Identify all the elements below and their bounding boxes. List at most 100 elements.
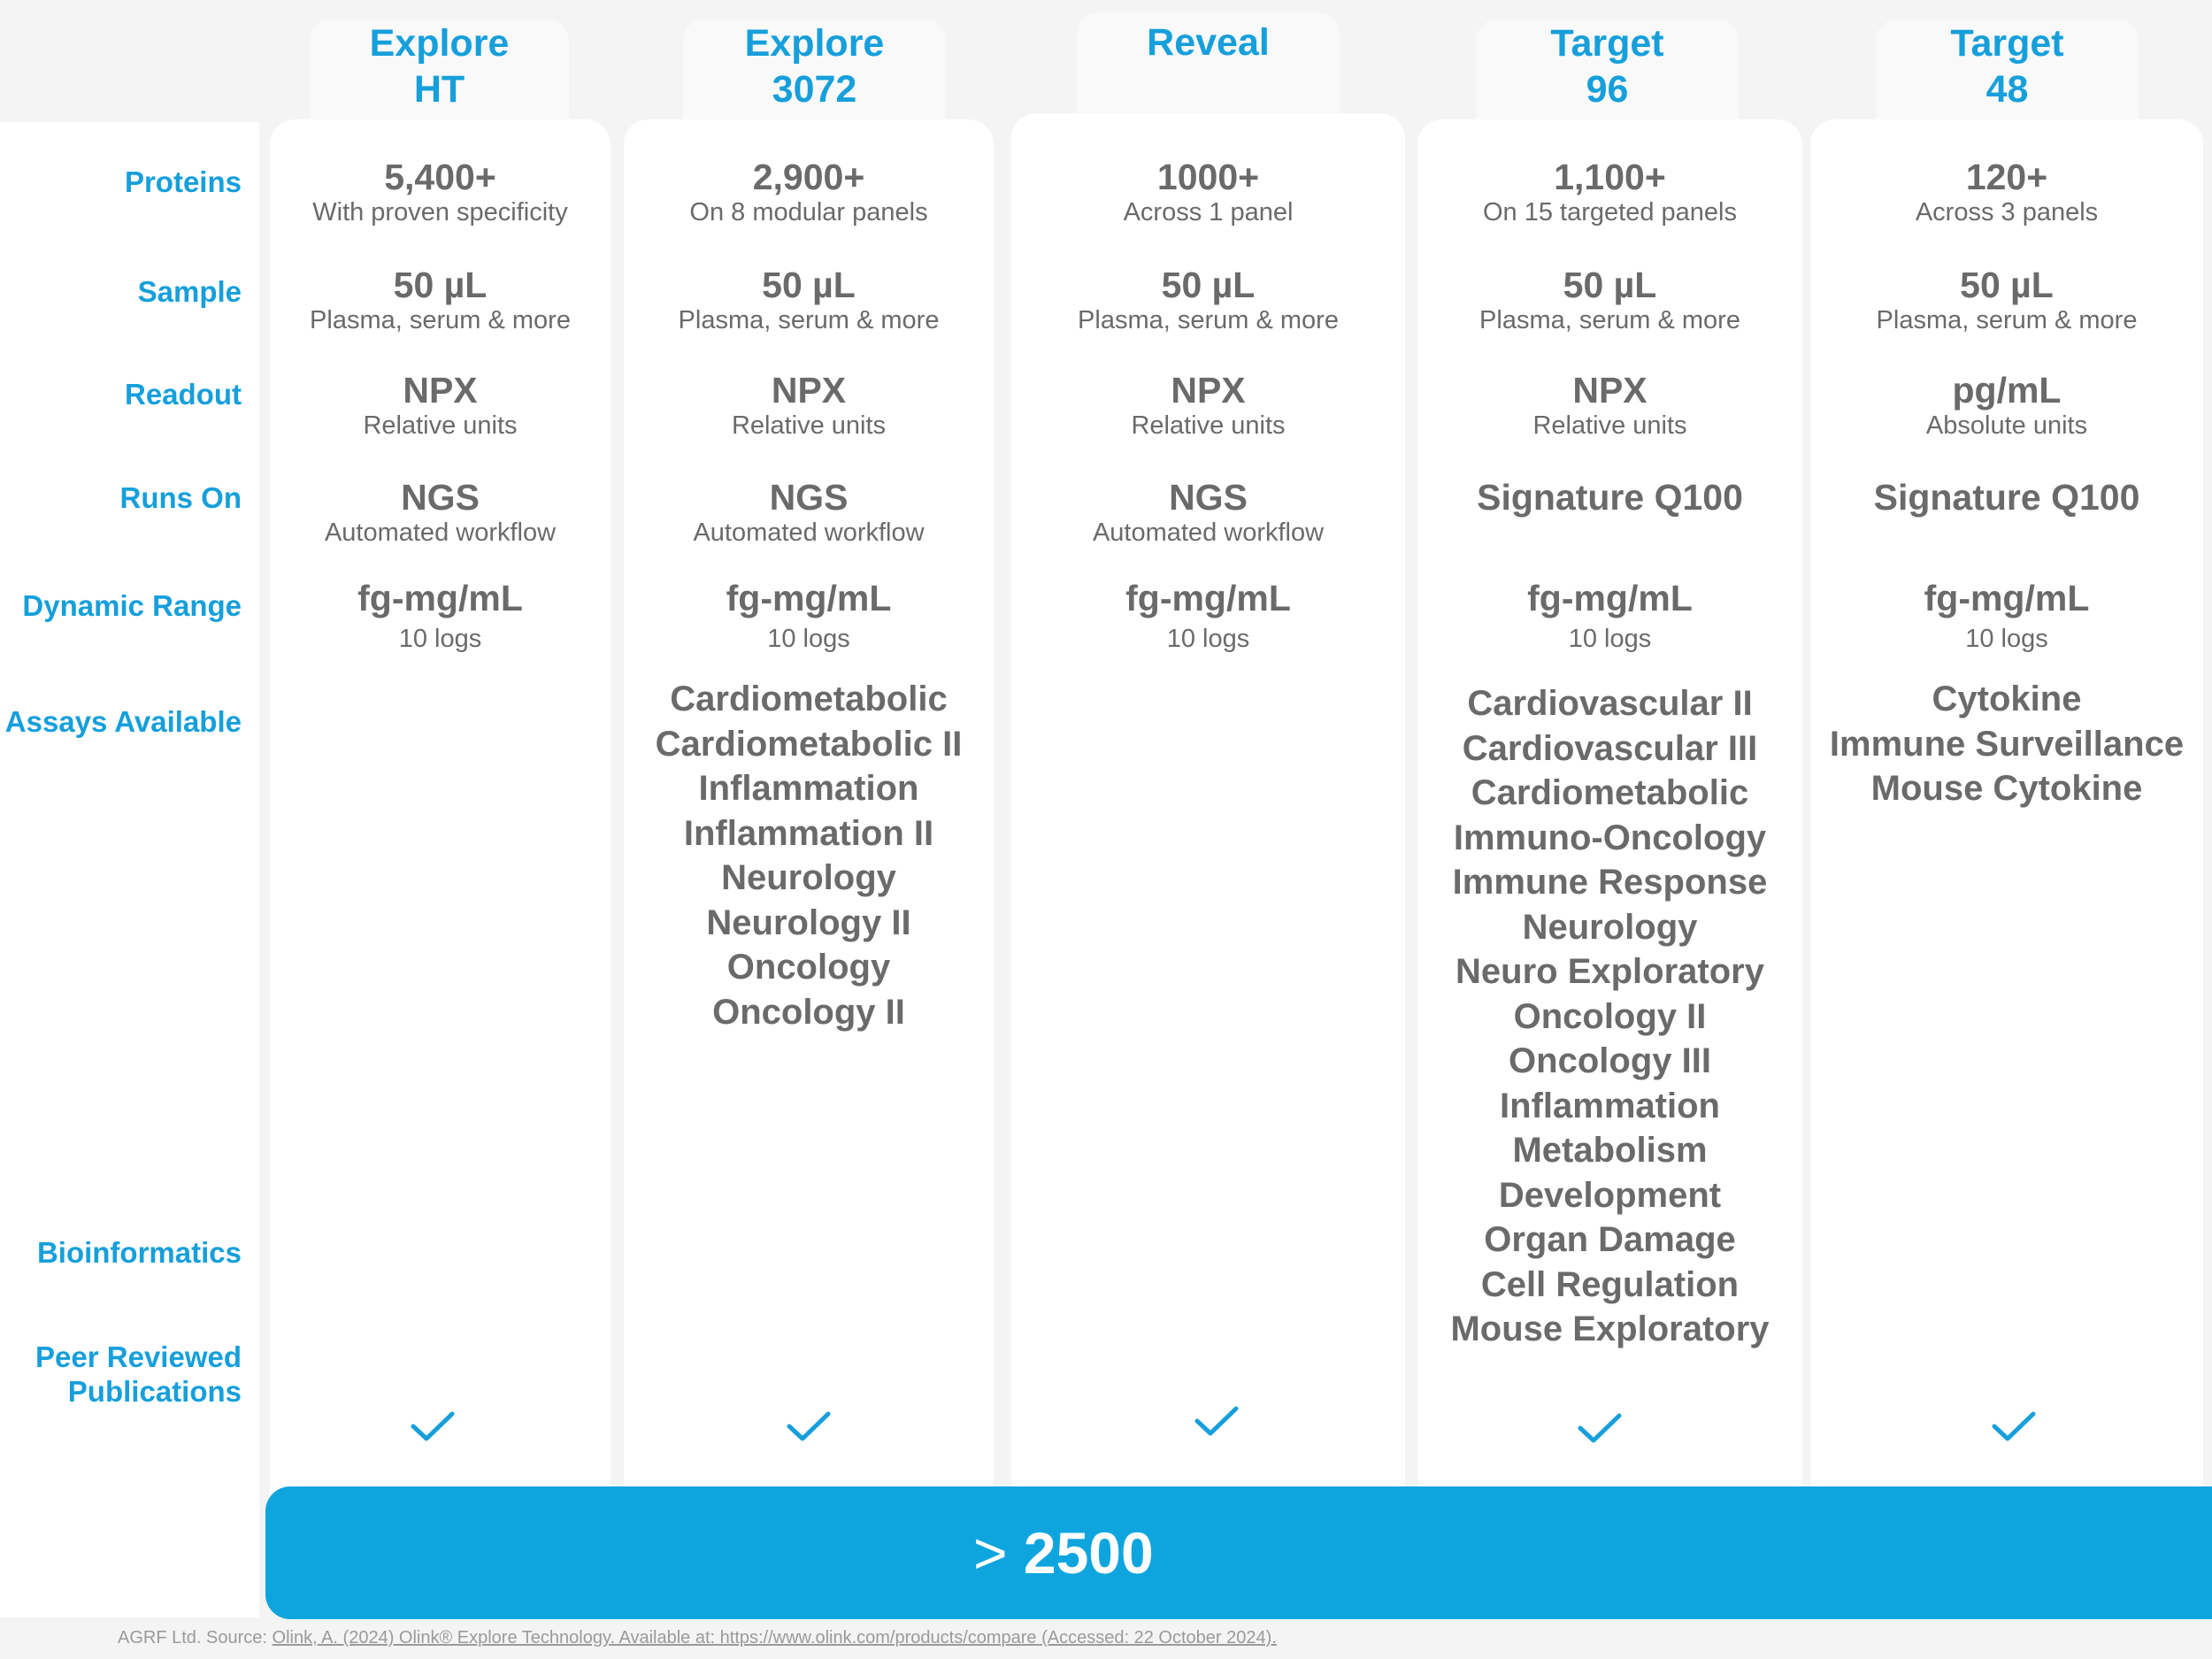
proteins-cell: 2,900+ On 8 modular panels xyxy=(624,157,994,227)
dynamic-range-cell: fg-mg/mL 10 logs xyxy=(624,578,994,654)
proteins-cell: 1,100+ On 15 targeted panels xyxy=(1417,157,1802,227)
proteins-cell: 120+ Across 3 panels xyxy=(1810,157,2203,227)
readout-cell: NPX Relative units xyxy=(1417,370,1802,441)
readout-note: Relative units xyxy=(1131,411,1286,440)
row-label-proteins: Proteins xyxy=(124,165,242,198)
assay-item: Inflammation xyxy=(1500,1086,1720,1125)
readout-note: Relative units xyxy=(731,411,887,440)
dynamic-range-value: fg-mg/mL xyxy=(357,578,523,618)
assay-item: Inflammation II xyxy=(683,813,934,853)
assay-item: Mouse Cytokine xyxy=(1870,769,2143,808)
sample-note: Plasma, serum & more xyxy=(1078,306,1339,334)
runs-on-value: NGS xyxy=(1169,477,1248,518)
proteins-value: 5,400+ xyxy=(384,157,496,197)
assay-item: Organ Damage xyxy=(1484,1220,1736,1259)
column-title-line1: Explore xyxy=(744,22,885,65)
publications-value: 2500 xyxy=(1023,1520,1154,1586)
row-label-assays-available: Assays Available xyxy=(4,705,242,738)
dynamic-range-value: fg-mg/mL xyxy=(1125,578,1291,618)
readout-value: NPX xyxy=(771,370,847,411)
sample-value: 50 µL xyxy=(1161,265,1256,305)
row-label-sample: Sample xyxy=(137,275,242,308)
source-footer: AGRF Ltd. Source: Olink, A. (2024) Olink… xyxy=(118,1628,1277,1648)
footer-source-label: AGRF Ltd. Source: xyxy=(118,1628,273,1647)
sample-cell: 50 µL Plasma, serum & more xyxy=(1011,265,1405,335)
column-header-target-96: Target 96 xyxy=(1476,19,1739,122)
runs-on-value: NGS xyxy=(769,477,849,518)
column-title-line1: Target xyxy=(1950,22,2064,65)
footer-reference-link[interactable]: Olink, A. (2024) Olink® Explore Technolo… xyxy=(272,1628,1277,1647)
dynamic-range-note: 10 logs xyxy=(767,625,850,653)
column-header-explore-3072: Explore 3072 xyxy=(683,19,946,122)
row-label-bioinformatics: Bioinformatics xyxy=(36,1236,242,1269)
column-header-explore-ht: Explore HT xyxy=(310,19,569,122)
readout-value: pg/mL xyxy=(1952,370,2062,411)
readout-note: Relative units xyxy=(363,411,518,440)
assay-item: Neurology xyxy=(721,858,896,897)
readout-value: NPX xyxy=(1171,370,1246,411)
assay-item: Cardiovascular II xyxy=(1467,684,1753,723)
check-icon xyxy=(1194,1406,1239,1436)
publications-banner: > 2500 xyxy=(265,1486,2212,1619)
dynamic-range-cell: fg-mg/mL 10 logs xyxy=(1810,578,2203,654)
readout-cell: NPX Relative units xyxy=(624,370,994,441)
proteins-note: With proven specificity xyxy=(312,198,568,227)
assay-item: Cardiovascular III xyxy=(1462,728,1758,768)
assay-item: Cardiometabolic xyxy=(1471,773,1749,812)
runs-on-cell: Signature Q100 xyxy=(1417,477,1802,518)
assay-item: Metabolism xyxy=(1512,1131,1708,1170)
assay-item: Cardiometabolic II xyxy=(655,724,963,764)
assay-item: Immuno-Oncology xyxy=(1453,818,1767,857)
assay-item: Oncology III xyxy=(1509,1041,1711,1080)
readout-value: NPX xyxy=(403,370,478,411)
dynamic-range-note: 10 logs xyxy=(398,625,482,653)
dynamic-range-value: fg-mg/mL xyxy=(1527,578,1693,618)
column-title-line1: Target xyxy=(1550,22,1664,65)
proteins-cell: 5,400+ With proven specificity xyxy=(270,157,611,227)
column-header-reveal: Reveal xyxy=(1077,12,1340,122)
assays-list: Cytokine Immune Surveillance Mouse Cytokin… xyxy=(1810,677,2203,811)
readout-cell: NPX Relative units xyxy=(270,370,611,441)
column-title-line2: HT xyxy=(413,68,465,111)
assays-list: Cardiovascular II Cardiovascular III Cardi… xyxy=(1417,681,1802,1352)
runs-on-value: Signature Q100 xyxy=(1477,477,1743,518)
check-icon xyxy=(1992,1411,2036,1441)
dynamic-range-value: fg-mg/mL xyxy=(1924,578,2090,618)
column-title-line1: Explore xyxy=(369,22,510,65)
sample-cell: 50 µL Plasma, serum & more xyxy=(270,265,611,335)
readout-note: Relative units xyxy=(1532,411,1687,440)
dynamic-range-cell: fg-mg/mL 10 logs xyxy=(270,578,611,654)
assay-item: Oncology II xyxy=(712,992,905,1032)
dynamic-range-cell: fg-mg/mL 10 logs xyxy=(1417,578,1802,654)
proteins-note: On 8 modular panels xyxy=(689,198,928,227)
sample-note: Plasma, serum & more xyxy=(678,306,940,334)
column-title-line2: 3072 xyxy=(772,68,857,111)
column-header-target-48: Target 48 xyxy=(1876,19,2139,122)
proteins-note: On 15 targeted panels xyxy=(1483,198,1737,227)
assay-item: Neurology II xyxy=(706,902,911,942)
readout-note: Absolute units xyxy=(1925,411,2088,440)
runs-on-note: Automated workflow xyxy=(1092,518,1325,547)
column-title-line2: 96 xyxy=(1586,68,1629,111)
assay-item: Inflammation xyxy=(698,769,919,808)
assay-item: Immune Response xyxy=(1452,863,1768,902)
sample-note: Plasma, serum & more xyxy=(1876,306,2138,334)
dynamic-range-value: fg-mg/mL xyxy=(726,578,892,618)
column-reveal: 1000+ Across 1 panel 50 µL Plasma, serum… xyxy=(1011,113,1405,1495)
assays-list: Cardiometabolic Cardiometabolic II Inflamm… xyxy=(624,677,994,1034)
row-label-readout: Readout xyxy=(125,378,242,411)
readout-cell: NPX Relative units xyxy=(1011,370,1405,441)
sample-note: Plasma, serum & more xyxy=(1479,306,1740,334)
runs-on-cell: NGS Automated workflow xyxy=(270,477,611,548)
proteins-value: 2,900+ xyxy=(752,157,865,197)
column-title-line2: 48 xyxy=(1985,68,2029,111)
runs-on-value: NGS xyxy=(401,477,480,518)
assay-item: Cytokine xyxy=(1932,680,2082,718)
assay-item: Cell Regulation xyxy=(1480,1264,1740,1304)
sample-value: 50 µL xyxy=(393,265,488,305)
publications-prefix: > xyxy=(973,1520,1008,1586)
assay-item: Cardiometabolic xyxy=(670,680,948,718)
column-target-96: 1,100+ On 15 targeted panels 50 µL Plasm… xyxy=(1417,119,1802,1495)
row-labels-panel: Proteins Sample Readout Runs On Dynamic … xyxy=(0,122,259,1617)
sample-value: 50 µL xyxy=(1960,265,2054,305)
